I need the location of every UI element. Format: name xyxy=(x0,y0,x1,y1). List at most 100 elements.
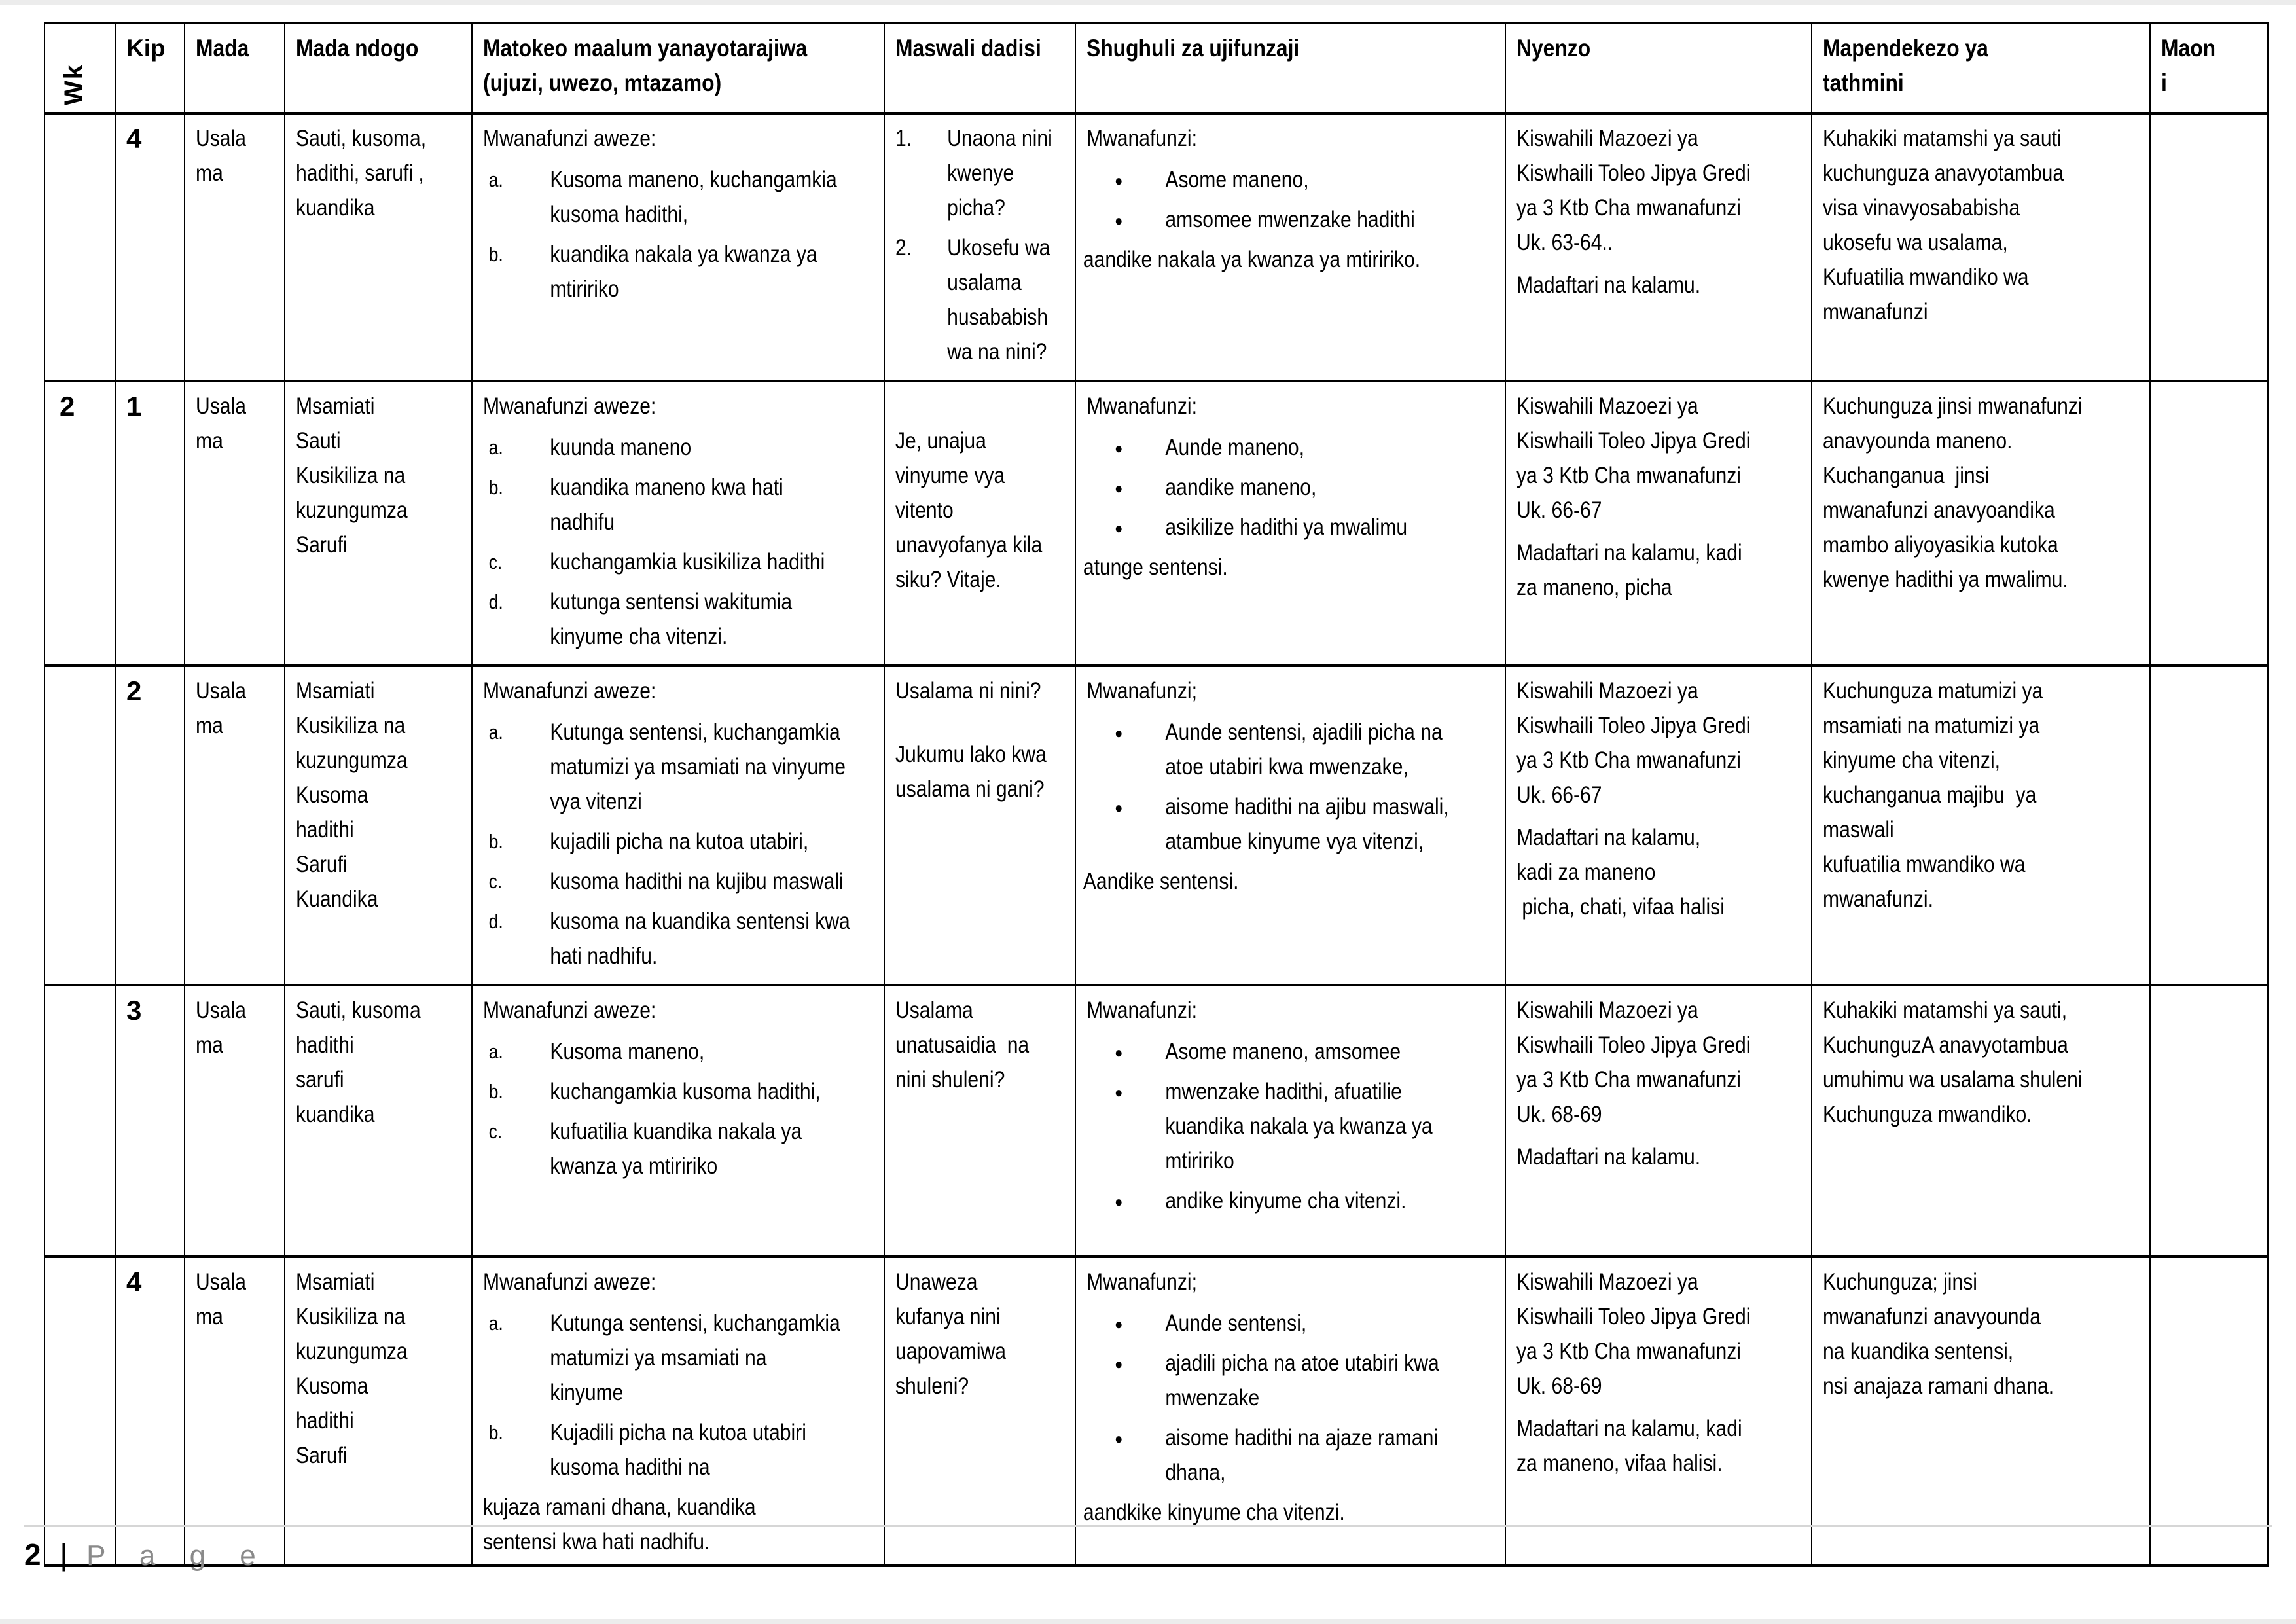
cell-row4-mada: Usala ma xyxy=(184,984,285,1258)
letters-list: a. Kusoma maneno, kuchangamkia kusoma had… xyxy=(483,162,876,306)
bullet-icon: ● xyxy=(1115,172,1123,190)
list-item: 2. Ukosefu wa usalama husababish wa na ni… xyxy=(895,230,1067,369)
cell-paragraph: Sauti, kusoma hadithi sarufi kuandika xyxy=(296,998,421,1127)
list-marker: c. xyxy=(488,1120,503,1143)
list-item-text: aisome hadithi na ajaze ramani dhana, xyxy=(1165,1425,1439,1485)
cell-paragraph: Usala ma xyxy=(196,998,246,1058)
column-header-kip: Kip xyxy=(115,22,185,115)
column-header-maoni: Maon i xyxy=(2149,22,2269,115)
list-marker: 2. xyxy=(895,235,912,261)
cell-paragraph: Kuchunguza jinsi mwanafunzi anavyounda m… xyxy=(1823,393,2083,592)
list-item: c. kufuatilia kuandika nakala ya kwanza y… xyxy=(483,1114,876,1183)
list-item: ● asikilize hadithi ya mwalimu xyxy=(1086,510,1497,545)
list-item: ● aandike maneno, xyxy=(1086,470,1497,505)
cell-row2-maswali: Je, unajua vinyume vya vitento unavyofan… xyxy=(884,380,1076,667)
cell-row2-mada_ndogo: Msamiati Sauti Kusikiliza na kuzungumza … xyxy=(284,380,473,667)
cell-paragraph: Usalama unatusaidia na nini shuleni? xyxy=(895,998,1030,1092)
column-header-label: Matokeo maalum yanayotarajiwa (ujuzi, uw… xyxy=(483,35,808,96)
column-header-wk: Wk xyxy=(44,22,116,115)
list-item-text: kufuatilia kuandika nakala ya kwanza ya … xyxy=(550,1119,802,1179)
list-item-text: amsomee mwenzake hadithi xyxy=(1165,207,1415,232)
cell-row5-matokeo: Mwanafunzi aweze: a. Kutunga sentensi, kuc… xyxy=(471,1255,885,1567)
list-item: a. Kusoma maneno, xyxy=(483,1034,876,1069)
cell-row4-shughuli: Mwanafunzi: ● Asome maneno, amsomee ● mwenza… xyxy=(1075,984,1506,1258)
cell-row5-wk xyxy=(44,1255,116,1567)
cell-row5-mapendekezo: Kuchunguza; jinsi mwanafunzi anavyounda … xyxy=(1811,1255,2151,1567)
bullet-icon: ● xyxy=(1115,1316,1123,1333)
list-item-text: kuandika maneno kwa hati nadhifu xyxy=(550,475,783,535)
cell-row3-maoni xyxy=(2149,664,2269,986)
cell-paragraph: Mwanafunzi; xyxy=(1086,1269,1197,1295)
page-footer: 2 | P a g e xyxy=(24,1525,2272,1574)
cell-row1-matokeo: Mwanafunzi aweze: a. Kusoma maneno, kuchan… xyxy=(471,112,885,382)
cell-row1-mapendekezo: Kuhakiki matamshi ya sauti kuchunguza an… xyxy=(1811,112,2151,382)
page-number: 2 xyxy=(24,1538,41,1572)
cell-paragraph: Kuchunguza; jinsi mwanafunzi anavyounda … xyxy=(1823,1269,2054,1399)
list-item-text: kujadili picha na kutoa utabiri, xyxy=(550,829,809,854)
list-item: b. kujadili picha na kutoa utabiri, xyxy=(483,824,876,859)
cell-paragraph: aandike nakala ya kwanza ya mtiririko. xyxy=(1083,247,1421,272)
list-item-text: kusoma na kuandika sentensi kwa hati nad… xyxy=(550,909,850,969)
bullet-icon: ● xyxy=(1115,1084,1123,1102)
column-header-mapendekezo: Mapendekezo ya tathmini xyxy=(1811,22,2151,115)
scheme-of-work-table: Wk Kip Mada Mada ndogo Matokeo maalum yanayo… xyxy=(44,22,2269,1567)
bullet-icon: ● xyxy=(1115,1356,1123,1373)
list-item-text: ajadili picha na atoe utabiri kwa mwenza… xyxy=(1165,1350,1439,1411)
numbers-list: 1. Unaona nini kwenye picha? 2. Ukosefu wa … xyxy=(895,121,1067,369)
cell-row1-mada: Usala ma xyxy=(184,112,285,382)
cell-row1-maoni xyxy=(2149,112,2269,382)
bullet-icon: ● xyxy=(1115,799,1123,817)
list-item: a. Kutunga sentensi, kuchangamkia matumiz… xyxy=(483,1306,876,1410)
cell-row3-shughuli: Mwanafunzi; ● Aunde sentensi, ajadili pich… xyxy=(1075,664,1506,986)
list-item: ● ajadili picha na atoe utabiri kwa mwenz… xyxy=(1086,1346,1497,1415)
cell-paragraph: Mwanafunzi aweze: xyxy=(483,998,656,1023)
cell-paragraph: Sauti, kusoma, hadithi, sarufi , kuandik… xyxy=(296,126,427,221)
cell-row3-matokeo: Mwanafunzi aweze: a. Kutunga sentensi, kuc… xyxy=(471,664,885,986)
column-header-mada_ndogo: Mada ndogo xyxy=(284,22,473,115)
cell-row1-nyenzo: Kiswahili Mazoezi ya Kiswhaili Toleo Jip… xyxy=(1505,112,1812,382)
list-item-text: Kutunga sentensi, kuchangamkia matumizi … xyxy=(550,719,846,814)
cell-paragraph: aandkike kinyume cha vitenzi. xyxy=(1083,1500,1345,1525)
list-item-text: Kutunga sentensi, kuchangamkia matumizi … xyxy=(550,1310,840,1405)
list-item: 1. Unaona nini kwenye picha? xyxy=(895,121,1067,225)
list-item: ● Asome maneno, xyxy=(1086,162,1497,197)
cell-row2-shughuli: Mwanafunzi: ● Aunde maneno, ● aandike maneno… xyxy=(1075,380,1506,667)
list-marker: c. xyxy=(488,870,503,893)
bullet-icon: ● xyxy=(1115,212,1123,230)
bullet-icon: ● xyxy=(1115,440,1123,458)
column-header-maswali: Maswali dadisi xyxy=(884,22,1076,115)
table-row: 4 Usala ma Sauti, kusoma, hadithi, sarufi … xyxy=(44,112,2269,382)
list-item-text: Aunde maneno, xyxy=(1165,435,1304,460)
bullets-list: ● Aunde sentensi, ● ajadili picha na atoe u… xyxy=(1086,1306,1497,1490)
list-marker: b. xyxy=(488,830,503,853)
table-row: 2 Usala ma Msamiati Kusikiliza na kuzungum… xyxy=(44,664,2269,986)
cell-paragraph: Unaweza kufanya nini uapovamiwa shuleni? xyxy=(895,1269,1006,1399)
column-header-label: Mapendekezo ya tathmini xyxy=(1823,35,1988,96)
cell-paragraph: Msamiati Kusikiliza na kuzungumza Kusoma… xyxy=(296,1269,408,1468)
list-marker: a. xyxy=(488,168,503,191)
cell-row2-maoni xyxy=(2149,380,2269,667)
cell-paragraph: Msamiati Kusikiliza na kuzungumza Kusoma… xyxy=(296,678,408,912)
column-header-label: Maswali dadisi xyxy=(895,35,1041,62)
letters-list: a. Kusoma maneno, b. kuchangamkia kusoma ha… xyxy=(483,1034,876,1183)
cell-paragraph: Usala ma xyxy=(196,393,246,454)
cell-paragraph: Usala ma xyxy=(196,1269,246,1329)
cell-paragraph: Mwanafunzi aweze: xyxy=(483,1269,656,1295)
list-marker: d. xyxy=(488,910,503,933)
list-item-text: kuchangamkia kusoma hadithi, xyxy=(550,1079,821,1104)
cell-paragraph: Kuchunguza matumizi ya msamiati na matum… xyxy=(1823,678,2043,912)
list-marker: b. xyxy=(488,1421,503,1444)
cell-row2-kip: 1 xyxy=(115,380,185,667)
list-item-text: kutunga sentensi wakitumia kinyume cha v… xyxy=(550,589,793,649)
cell-paragraph: Madaftari na kalamu. xyxy=(1516,272,1701,298)
list-item-text: kuchangamkia kusikiliza hadithi xyxy=(550,549,825,575)
list-item-text: Aunde sentensi, xyxy=(1165,1310,1307,1336)
list-marker: d. xyxy=(488,590,503,613)
cell-paragraph: Mwanafunzi aweze: xyxy=(483,678,656,704)
cell-row4-mada_ndogo: Sauti, kusoma hadithi sarufi kuandika xyxy=(284,984,473,1258)
list-item-text: aandike maneno, xyxy=(1165,475,1317,500)
list-marker: a. xyxy=(488,436,503,459)
cell-row4-mapendekezo: Kuhakiki matamshi ya sauti, KuchunguzA a… xyxy=(1811,984,2151,1258)
bullets-list: ● Aunde sentensi, ajadili picha na atoe u… xyxy=(1086,715,1497,859)
cell-row3-mada_ndogo: Msamiati Kusikiliza na kuzungumza Kusoma… xyxy=(284,664,473,986)
